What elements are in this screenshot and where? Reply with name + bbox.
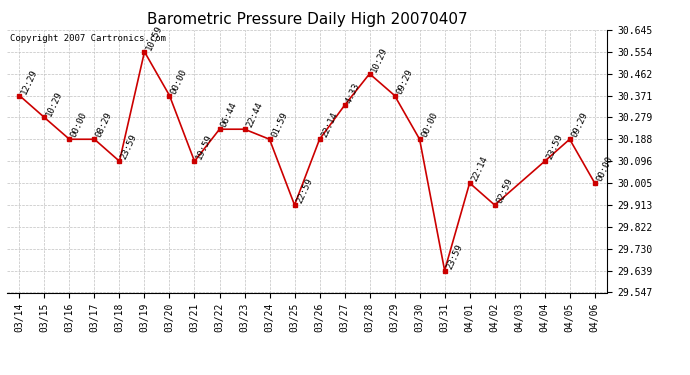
Text: 06:44: 06:44 bbox=[219, 101, 239, 129]
Text: 00:00: 00:00 bbox=[595, 155, 614, 183]
Text: 23:59: 23:59 bbox=[119, 133, 139, 161]
Text: 22:59: 22:59 bbox=[295, 177, 314, 205]
Text: Copyright 2007 Cartronics.com: Copyright 2007 Cartronics.com bbox=[10, 34, 166, 43]
Text: 09:29: 09:29 bbox=[395, 68, 414, 96]
Text: 22:14: 22:14 bbox=[470, 155, 489, 183]
Text: 19:59: 19:59 bbox=[195, 133, 214, 161]
Text: 01:59: 01:59 bbox=[270, 111, 289, 139]
Text: 09:29: 09:29 bbox=[570, 111, 589, 139]
Text: 23:59: 23:59 bbox=[444, 242, 464, 270]
Text: 4:33: 4:33 bbox=[344, 82, 362, 105]
Text: 22:44: 22:44 bbox=[244, 101, 264, 129]
Text: 02:59: 02:59 bbox=[495, 177, 514, 205]
Text: 00:00: 00:00 bbox=[70, 111, 89, 139]
Text: 08:29: 08:29 bbox=[95, 111, 114, 139]
Title: Barometric Pressure Daily High 20070407: Barometric Pressure Daily High 20070407 bbox=[147, 12, 467, 27]
Text: 23:59: 23:59 bbox=[544, 133, 564, 161]
Text: 10:29: 10:29 bbox=[44, 89, 64, 117]
Text: 00:00: 00:00 bbox=[170, 68, 189, 96]
Text: 12:29: 12:29 bbox=[19, 68, 39, 96]
Text: 10:59: 10:59 bbox=[144, 24, 164, 52]
Text: 00:00: 00:00 bbox=[420, 111, 439, 139]
Text: 10:29: 10:29 bbox=[370, 46, 389, 74]
Text: 22:14: 22:14 bbox=[319, 111, 339, 139]
